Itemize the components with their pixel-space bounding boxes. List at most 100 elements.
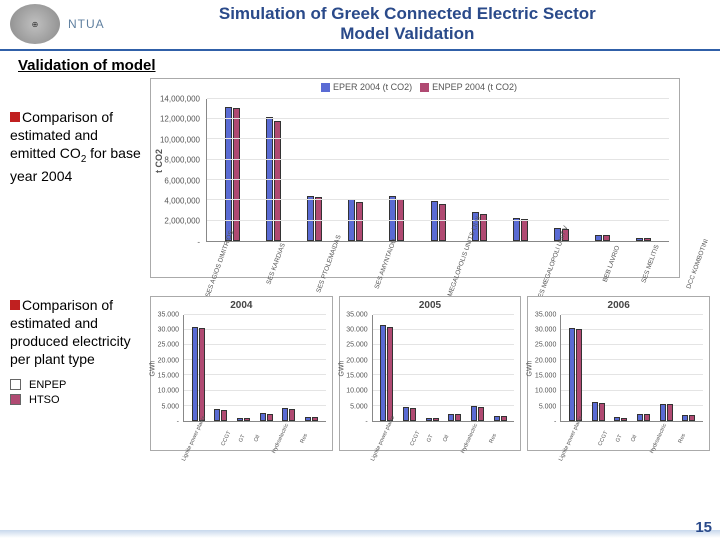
- plot-area-1: [206, 99, 669, 242]
- bar: [356, 202, 363, 241]
- bullet-icon: [10, 300, 20, 310]
- sc-bar-group: [300, 315, 323, 421]
- small-chart-2004: 2004GWh-5.00010.00015.00020.00025.00030.…: [150, 296, 333, 451]
- sc-bar: [599, 403, 605, 421]
- bar: [439, 204, 446, 241]
- sc-bar-group: [677, 315, 700, 421]
- bullet-2: Comparison of estimated and produced ele…: [10, 296, 142, 369]
- sc-bars: [373, 315, 515, 421]
- sc-bar: [644, 414, 650, 420]
- content-row-1: Comparison of estimated and emitted CO2 …: [0, 78, 720, 288]
- sc-plot: [183, 315, 326, 422]
- bar: [603, 235, 610, 241]
- sc-bar: [478, 407, 484, 421]
- sc-bar-group: [398, 315, 421, 421]
- sc-xlabels: Lignite power plantsCCGTGTOilHydroelectr…: [183, 424, 326, 448]
- bar: [636, 238, 643, 241]
- sc-xlabels: Lignite power plantsCCGTGTOilHydroelectr…: [560, 424, 703, 448]
- sc-bar: [237, 418, 243, 421]
- x-label: SES PTOLEMAIDAS: [315, 234, 366, 302]
- sc-bar: [192, 327, 198, 421]
- sc-xlabel: Res: [487, 430, 515, 454]
- bar: [431, 201, 438, 241]
- sc-bar-group: [277, 315, 300, 421]
- sc-plot: [560, 315, 703, 422]
- sc-bar-group: [587, 315, 610, 421]
- sc-bar: [387, 327, 393, 421]
- sc-bar: [282, 408, 288, 421]
- sc-bar: [433, 418, 439, 421]
- sc-xlabels: Lignite power plantsCCGTGTOilHydroelectr…: [372, 424, 515, 448]
- sc-bar: [448, 414, 454, 421]
- sc-bar: [426, 418, 432, 421]
- small-chart-2006: 2006GWh-5.00010.00015.00020.00025.00030.…: [527, 296, 710, 451]
- sc-bar: [660, 404, 666, 421]
- x-label: DCC KOMBOTINI: [685, 238, 720, 298]
- sc-bar: [494, 416, 500, 421]
- x-labels-1: SES AGIOS DIMITRIOSSES KARDIASSES PTOLEM…: [206, 243, 669, 275]
- sc-bar-group: [444, 315, 467, 421]
- sc-bar: [689, 415, 695, 421]
- sc-bar: [410, 408, 416, 421]
- sc-bar: [576, 329, 582, 421]
- bar: [521, 219, 528, 240]
- sc-bar: [267, 414, 273, 421]
- sc-bars: [184, 315, 326, 421]
- sc-yticks: -5.00010.00015.00020.00025.00030.00035.0…: [151, 315, 181, 422]
- sc-bar-group: [655, 315, 678, 421]
- sc-xlabel: Lignite power plants: [181, 415, 223, 469]
- ntua-logo-icon: ⊕: [10, 4, 60, 44]
- sc-bar: [455, 414, 461, 421]
- footer-gradient: [0, 530, 720, 538]
- chart-legend: EPER 2004 (t CO2)ENPEP 2004 (t CO2): [151, 79, 679, 95]
- sc-bar-group: [610, 315, 633, 421]
- sc-bar-group: [466, 315, 489, 421]
- bullet-1: Comparison of estimated and emitted CO2 …: [10, 108, 142, 185]
- subtitle: Validation of model: [18, 57, 720, 74]
- bar: [644, 238, 651, 241]
- sc-bar: [403, 407, 409, 421]
- sc-bar-group: [564, 315, 587, 421]
- sc-bar-group: [187, 315, 210, 421]
- sc-bar-group: [421, 315, 444, 421]
- sc-bar: [244, 418, 250, 421]
- small-chart-2005: 2005GWh-5.00010.00015.00020.00025.00030.…: [339, 296, 522, 451]
- sc-yticks: -5.00010.00015.00020.00025.00030.00035.0…: [528, 315, 558, 422]
- sc-bar-group: [255, 315, 278, 421]
- sc-bar: [682, 415, 688, 421]
- sidebar-2: Comparison of estimated and produced ele…: [10, 296, 150, 451]
- header: ⊕ NTUA Simulation of Greek Connected Ele…: [0, 0, 720, 51]
- sc-bar: [621, 418, 627, 421]
- small-legend: ENPEPHTSO: [10, 379, 142, 406]
- y-ticks: -2,000,0004,000,0006,000,0008,000,00010,…: [151, 99, 203, 242]
- sc-bar: [501, 416, 507, 421]
- page-number: 15: [695, 519, 712, 536]
- legend-item: ENPEP: [10, 379, 142, 391]
- bar: [225, 107, 232, 241]
- sc-bar-group: [376, 315, 399, 421]
- x-label: BEB LAVRIO: [602, 245, 645, 292]
- sc-xlabel: Lignite power plants: [558, 415, 600, 469]
- x-label: SES MELITIS: [641, 244, 685, 293]
- chart-area-1: EPER 2004 (t CO2)ENPEP 2004 (t CO2) t CO…: [150, 78, 710, 288]
- sc-xlabel: Res: [676, 430, 704, 454]
- sc-bar-group: [232, 315, 255, 421]
- sc-bar: [260, 413, 266, 421]
- bar: [307, 196, 314, 241]
- bar: [233, 108, 240, 241]
- sc-bar-group: [632, 315, 655, 421]
- sc-bar: [199, 328, 205, 420]
- sidebar-1: Comparison of estimated and emitted CO2 …: [10, 78, 150, 288]
- sc-bar-group: [489, 315, 512, 421]
- small-charts-row: 2004GWh-5.00010.00015.00020.00025.00030.…: [150, 296, 710, 451]
- sc-bar: [305, 417, 311, 421]
- sc-bar: [667, 404, 673, 420]
- sc-bars: [561, 315, 703, 421]
- sc-yticks: -5.00010.00015.00020.00025.00030.00035.0…: [340, 315, 370, 422]
- sc-bar: [592, 402, 598, 421]
- bar: [513, 218, 520, 240]
- sc-bar: [289, 409, 295, 421]
- co2-chart: EPER 2004 (t CO2)ENPEP 2004 (t CO2) t CO…: [150, 78, 680, 278]
- sc-plot: [372, 315, 515, 422]
- page-title: Simulation of Greek Connected Electric S…: [105, 4, 710, 45]
